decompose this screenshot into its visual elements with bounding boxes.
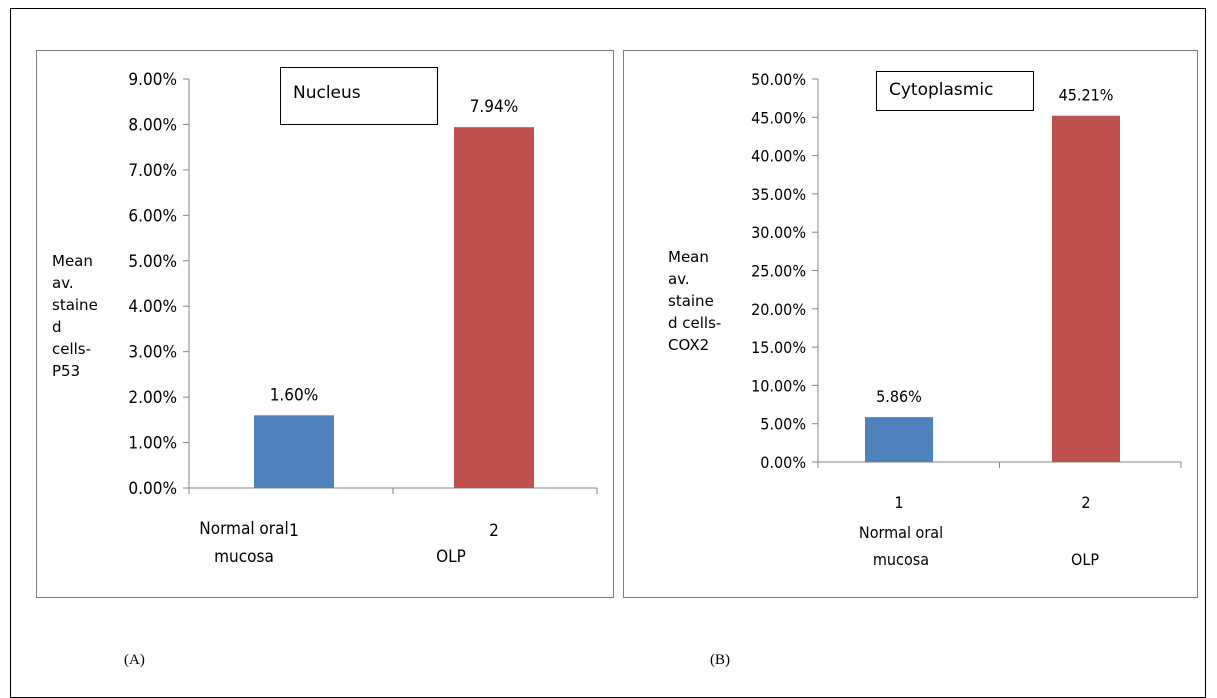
chart-a-y-tick-label: 9.00% xyxy=(128,70,177,90)
chart-a-data-label-2: 7.94% xyxy=(470,97,519,117)
chart-b-category-label-2: OLP xyxy=(1071,550,1099,569)
chart-b-title-box: Cytoplasmic xyxy=(876,71,1034,111)
chart-b-y-tick-label: 40.00% xyxy=(751,147,806,166)
chart-a-y-tick-label: 5.00% xyxy=(128,252,177,272)
chart-a-y-tick-label: 0.00% xyxy=(128,479,177,499)
chart-b-category-number-2: 2 xyxy=(1081,493,1090,512)
chart-b-y-tick-label: 15.00% xyxy=(751,338,806,357)
chart-a-category-label-1: Normal oral xyxy=(199,519,288,539)
chart-b-y-tick-label: 5.00% xyxy=(760,415,806,434)
chart-a-bar-2 xyxy=(454,127,534,488)
chart-a-y-axis-label: Mean av. staine d cells- P53 xyxy=(52,252,98,380)
chart-b-title: Cytoplasmic xyxy=(889,80,994,100)
chart-b-y-tick-label: 50.00% xyxy=(751,70,806,89)
chart-a-category-number-1: 1 xyxy=(289,521,299,541)
chart-b-bar-1 xyxy=(865,417,933,462)
chart-a-y-tick-label: 2.00% xyxy=(128,388,177,408)
chart-b-bar-2 xyxy=(1052,115,1120,462)
chart-a-y-tick-label: 7.00% xyxy=(128,161,177,181)
chart-a-category-label-1: mucosa xyxy=(214,547,274,567)
chart-b-category-number-1: 1 xyxy=(894,493,903,512)
chart-a-title-box: Nucleus xyxy=(280,67,438,125)
chart-a-title: Nucleus xyxy=(293,83,361,103)
chart-b-category-label-1: mucosa xyxy=(873,550,929,569)
chart-b-y-axis-label: Mean av. staine d cells- COX2 xyxy=(668,248,722,354)
chart-b-y-tick-label: 20.00% xyxy=(751,300,806,319)
chart-b-y-tick-label: 35.00% xyxy=(751,185,806,204)
chart-b-category-label-1: Normal oral xyxy=(859,523,943,542)
chart-a-data-label-1: 1.60% xyxy=(270,385,319,405)
chart-a-y-tick-label: 8.00% xyxy=(128,115,177,135)
chart-a-category-label-2: OLP xyxy=(436,547,466,567)
chart-a-y-tick-label: 1.00% xyxy=(128,434,177,454)
chart-b-data-label-2: 45.21% xyxy=(1059,86,1114,105)
chart-a-category-number-2: 2 xyxy=(489,521,499,541)
chart-panel-b: 0.00% 5.00% 10.00% 15.00% 20.00% 25.00% 30.00%… xyxy=(623,50,1198,598)
chart-b-data-label-1: 5.86% xyxy=(876,387,922,406)
chart-b-y-tick-label: 30.00% xyxy=(751,223,806,242)
chart-b-y-tick-label: 0.00% xyxy=(760,453,806,472)
chart-a-bar-1 xyxy=(254,415,334,488)
chart-panel-a: 0.00% 1.00% 2.00% 3.00% 4.00% 5.00% 6.00% 7.00%… xyxy=(36,50,614,598)
caption-b: (B) xyxy=(710,652,730,668)
chart-a-y-tick-label: 6.00% xyxy=(128,206,177,226)
chart-b-y-tick-label: 10.00% xyxy=(751,376,806,395)
chart-b-svg: 0.00% 5.00% 10.00% 15.00% 20.00% 25.00% 30.00%… xyxy=(751,70,1182,569)
chart-b-y-tick-label: 25.00% xyxy=(751,262,806,281)
chart-a-y-tick-label: 3.00% xyxy=(128,343,177,363)
caption-a: (A) xyxy=(124,652,145,668)
chart-b-y-tick-label: 45.00% xyxy=(751,108,806,127)
chart-a-y-tick-label: 4.00% xyxy=(128,297,177,317)
chart-a-svg: 0.00% 1.00% 2.00% 3.00% 4.00% 5.00% 6.00% 7.00%… xyxy=(128,70,598,567)
